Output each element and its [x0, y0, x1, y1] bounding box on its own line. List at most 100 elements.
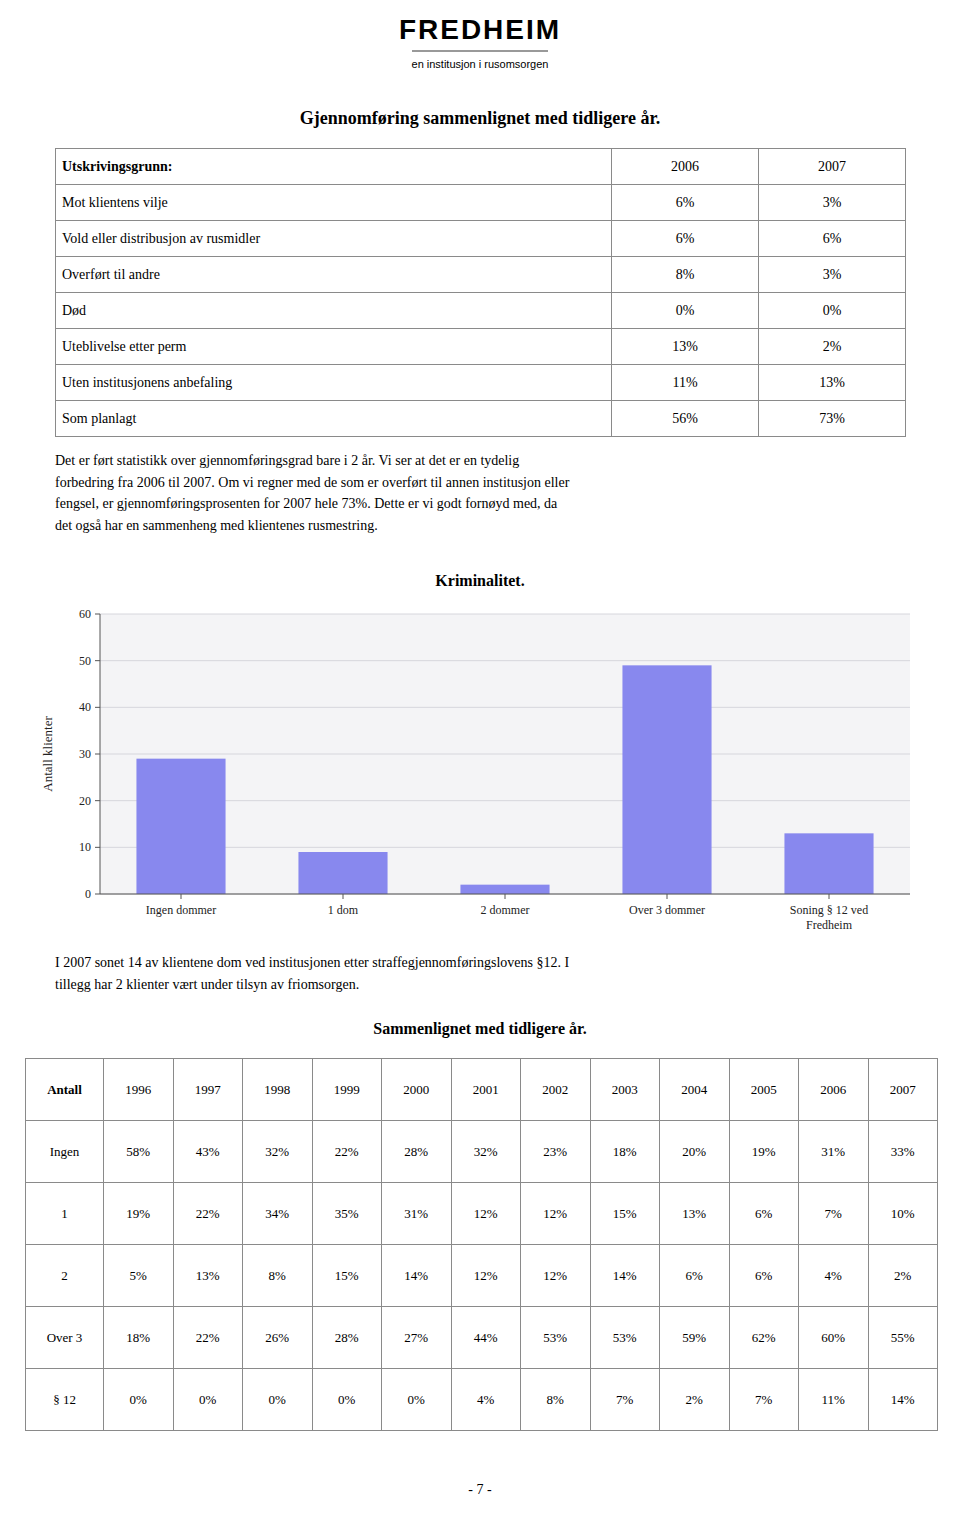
table-cell: 31%	[382, 1183, 452, 1245]
table-cell: 6%	[660, 1245, 730, 1307]
table-cell: Overført til andre	[56, 257, 612, 293]
table-cell: 28%	[312, 1307, 382, 1369]
table-cell: 60%	[799, 1307, 869, 1369]
y-tick-label: 0	[85, 887, 91, 901]
table-cell: Vold eller distribusjon av rusmidler	[56, 221, 612, 257]
table-cell: 59%	[660, 1307, 730, 1369]
column-header: 1998	[243, 1059, 313, 1121]
table-row: § 120%0%0%0%0%4%8%7%2%7%11%14%	[26, 1369, 938, 1431]
table-cell: 22%	[312, 1121, 382, 1183]
column-header: 2001	[451, 1059, 521, 1121]
table-cell: 12%	[521, 1183, 591, 1245]
paragraph: Det er ført statistikk over gjennomførin…	[55, 450, 915, 537]
table-cell: 27%	[382, 1307, 452, 1369]
table: Antall1996199719981999200020012002200320…	[25, 1058, 937, 1431]
table-cell: 34%	[243, 1183, 313, 1245]
table-cell: 10%	[868, 1183, 938, 1245]
column-header: 1997	[173, 1059, 243, 1121]
table-cell: 22%	[173, 1307, 243, 1369]
bar	[784, 833, 873, 894]
table-cell: 0%	[243, 1369, 313, 1431]
label-line: Soning § 12 ved	[790, 903, 868, 917]
column-header: 2007	[759, 149, 906, 185]
column-header: 2006	[799, 1059, 869, 1121]
table-cell: 53%	[521, 1307, 591, 1369]
page-title: Gjennomføring sammenlignet med tidligere…	[40, 108, 920, 138]
table-cell: 18%	[104, 1307, 174, 1369]
table-cell: 1	[26, 1183, 104, 1245]
y-tick-label: 40	[79, 700, 91, 714]
table-cell: 56%	[612, 401, 759, 437]
table-cell: Uteblivelse etter perm	[56, 329, 612, 365]
table-cell: 58%	[104, 1121, 174, 1183]
table-cell: 31%	[799, 1121, 869, 1183]
y-tick-label: 60	[79, 607, 91, 621]
page-number: - 7 -	[380, 1482, 580, 1506]
table-cell: 7%	[590, 1369, 660, 1431]
table-cell: 13%	[173, 1245, 243, 1307]
column-header: 2003	[590, 1059, 660, 1121]
table-cell: § 12	[26, 1369, 104, 1431]
table-row: Uteblivelse etter perm13%2%	[56, 329, 906, 365]
table-cell: 43%	[173, 1121, 243, 1183]
table-cell: 32%	[243, 1121, 313, 1183]
column-header: 1999	[312, 1059, 382, 1121]
x-tick-label: 1 dom	[328, 903, 359, 917]
header-row: Antall1996199719981999200020012002200320…	[26, 1059, 938, 1121]
table-row: Ingen58%43%32%22%28%32%23%18%20%19%31%33…	[26, 1121, 938, 1183]
table-cell: 2	[26, 1245, 104, 1307]
table-cell: 33%	[868, 1121, 938, 1183]
table-cell: 6%	[759, 221, 906, 257]
grid-line	[100, 754, 910, 755]
x-tick	[829, 894, 830, 899]
table-cell: 0%	[382, 1369, 452, 1431]
y-tick	[95, 707, 100, 708]
bar	[298, 852, 387, 894]
y-tick	[95, 660, 100, 661]
table-cell: 14%	[382, 1245, 452, 1307]
table-cell: 6%	[612, 221, 759, 257]
y-tick-label: 20	[79, 794, 91, 808]
bars	[136, 665, 873, 894]
logo-title: FREDHEIM	[260, 14, 700, 46]
table-cell: Død	[56, 293, 612, 329]
table-cell: 55%	[868, 1307, 938, 1369]
table-cell: 11%	[612, 365, 759, 401]
table-cell: 2%	[868, 1245, 938, 1307]
table-cell: 8%	[612, 257, 759, 293]
x-tick-label: Ingen dommer	[146, 903, 216, 917]
table-head: Antall1996199719981999200020012002200320…	[26, 1059, 938, 1121]
table-row: Uten institusjonens anbefaling11%13%	[56, 365, 906, 401]
table-cell: 0%	[312, 1369, 382, 1431]
table-title: Utskrivingsgrunn:	[56, 149, 612, 185]
label-line: 2 dommer	[481, 903, 530, 917]
column-header: 2007	[868, 1059, 938, 1121]
table-cell: 12%	[451, 1245, 521, 1307]
chart-title: Kriminalitet.	[40, 572, 920, 600]
logo-subtitle: en institusjon i rusomsorgen	[412, 50, 549, 70]
label-line: Fredheim	[806, 918, 853, 932]
table-cell: 44%	[451, 1307, 521, 1369]
table-cell: 0%	[612, 293, 759, 329]
table-cell: 15%	[590, 1183, 660, 1245]
table-cell: 62%	[729, 1307, 799, 1369]
column-header: 2000	[382, 1059, 452, 1121]
grid-line	[100, 707, 910, 708]
table-cell: 11%	[799, 1369, 869, 1431]
table-cell: 32%	[451, 1121, 521, 1183]
table-cell: 15%	[312, 1245, 382, 1307]
x-tick	[181, 894, 182, 899]
table: Utskrivingsgrunn:20062007Mot klientens v…	[55, 148, 906, 437]
table-cell: 18%	[590, 1121, 660, 1183]
table-cell: 0%	[104, 1369, 174, 1431]
logo: FREDHEIM en institusjon i rusomsorgen	[260, 14, 700, 94]
table-cell: 23%	[521, 1121, 591, 1183]
column-header: Antall	[26, 1059, 104, 1121]
table-cell: 6%	[729, 1183, 799, 1245]
column-header: 2002	[521, 1059, 591, 1121]
y-tick-label: 50	[79, 654, 91, 668]
table-cell: 19%	[729, 1121, 799, 1183]
table-cell: 4%	[451, 1369, 521, 1431]
table-head: Utskrivingsgrunn:20062007	[56, 149, 906, 185]
label-line: Ingen dommer	[146, 903, 216, 917]
